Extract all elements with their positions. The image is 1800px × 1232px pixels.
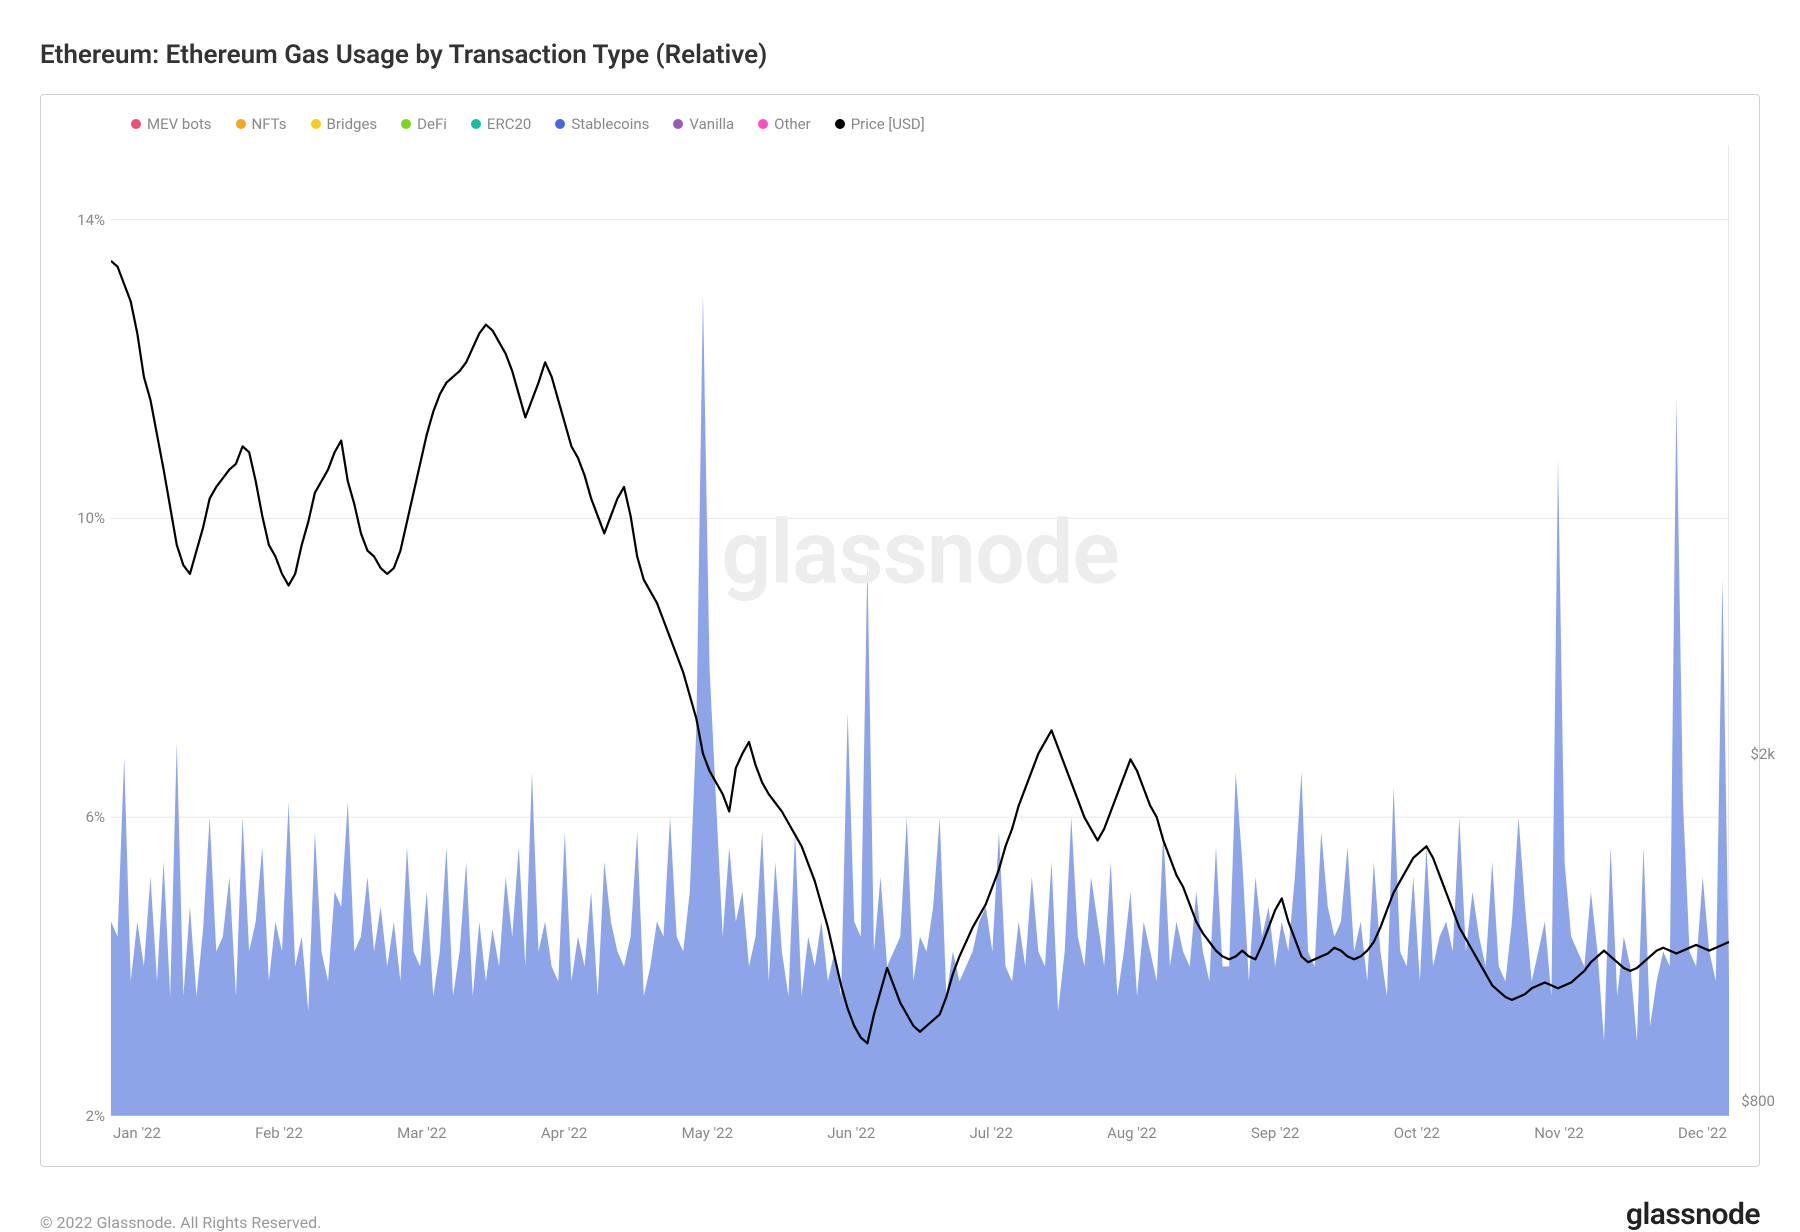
x-tick-label: Jan '22 <box>113 1124 161 1142</box>
x-tick-label: Jul '22 <box>970 1124 1013 1142</box>
legend-item[interactable]: NFTs <box>236 115 287 133</box>
y-right-tick-label: $800 <box>1741 1092 1775 1110</box>
legend-label: ERC20 <box>487 115 531 133</box>
legend-label: Other <box>774 115 811 133</box>
legend-swatch <box>131 119 141 129</box>
legend-item[interactable]: MEV bots <box>131 115 212 133</box>
legend-swatch <box>401 119 411 129</box>
legend-label: MEV bots <box>147 115 212 133</box>
x-axis: Jan '22 Feb '22 Mar '22 Apr '22 May '22 Jun '… <box>111 1124 1729 1142</box>
legend-swatch <box>673 119 683 129</box>
y-left-tick-label: 6% <box>61 808 105 826</box>
legend-swatch <box>835 119 845 129</box>
legend-item[interactable]: DeFi <box>401 115 447 133</box>
legend-swatch <box>236 119 246 129</box>
x-tick-label: Feb '22 <box>255 1124 303 1142</box>
x-tick-label: Sep '22 <box>1251 1124 1300 1142</box>
x-tick-label: Nov '22 <box>1534 1124 1584 1142</box>
stablecoins-area <box>111 294 1729 1115</box>
price-line <box>111 261 1729 1043</box>
legend-swatch <box>758 119 768 129</box>
y-right-tick-label: $2k <box>1751 745 1775 763</box>
legend: MEV bots NFTs Bridges DeFi ERC20 Stablecoins V… <box>111 115 1729 133</box>
x-tick-label: Apr '22 <box>541 1124 588 1142</box>
x-tick-label: Jun '22 <box>827 1124 875 1142</box>
x-tick-label: May '22 <box>682 1124 733 1142</box>
legend-swatch <box>555 119 565 129</box>
legend-label: Price [USD] <box>851 115 925 133</box>
legend-label: Bridges <box>327 115 378 133</box>
legend-item[interactable]: Price [USD] <box>835 115 925 133</box>
copyright-text: © 2022 Glassnode. All Rights Reserved. <box>40 1213 321 1232</box>
x-tick-label: Mar '22 <box>397 1124 447 1142</box>
legend-swatch <box>471 119 481 129</box>
plot-area: glassnode Jan '22Feb '22Mar '22Apr '22Ma… <box>111 145 1729 1116</box>
y-left-tick-label: 10% <box>61 509 105 527</box>
x-tick-label: Oct '22 <box>1394 1124 1440 1142</box>
legend-label: NFTs <box>252 115 287 133</box>
y-left-tick-label: 2% <box>61 1107 105 1125</box>
legend-label: DeFi <box>417 115 447 133</box>
legend-item[interactable]: Vanilla <box>673 115 734 133</box>
chart-container: MEV bots NFTs Bridges DeFi ERC20 Stablecoins V… <box>40 94 1760 1167</box>
chart-svg <box>111 145 1729 1116</box>
legend-label: Vanilla <box>689 115 734 133</box>
x-tick-label: Dec '22 <box>1678 1124 1727 1142</box>
y-left-tick-label: 14% <box>61 211 105 229</box>
legend-label: Stablecoins <box>571 115 649 133</box>
legend-item[interactable]: Stablecoins <box>555 115 649 133</box>
x-tick-label: Aug '22 <box>1107 1124 1157 1142</box>
legend-item[interactable]: Other <box>758 115 811 133</box>
legend-item[interactable]: ERC20 <box>471 115 531 133</box>
legend-item[interactable]: Bridges <box>311 115 378 133</box>
legend-swatch <box>311 119 321 129</box>
chart-title: Ethereum: Ethereum Gas Usage by Transact… <box>40 40 1760 70</box>
brand-logo: glassnode <box>1626 1197 1760 1232</box>
